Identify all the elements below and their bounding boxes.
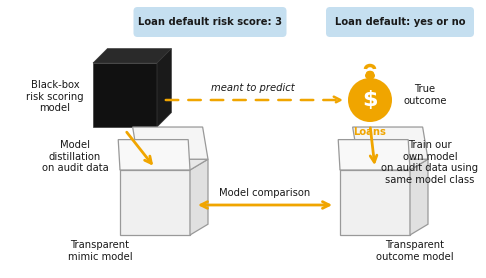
Text: Transparent
mimic model: Transparent mimic model	[68, 240, 132, 262]
Text: Transparent
outcome model: Transparent outcome model	[376, 240, 454, 262]
Text: Black-box
risk scoring
model: Black-box risk scoring model	[26, 80, 84, 113]
Polygon shape	[93, 49, 172, 63]
Text: Loans: Loans	[353, 127, 386, 137]
Polygon shape	[340, 159, 428, 170]
Polygon shape	[133, 127, 208, 159]
Text: Model
distillation
on audit data: Model distillation on audit data	[42, 140, 108, 173]
Text: Loan default: yes or no: Loan default: yes or no	[335, 17, 465, 27]
Text: Model comparison: Model comparison	[219, 188, 311, 198]
Text: Loan default risk score: 3: Loan default risk score: 3	[138, 17, 282, 27]
Polygon shape	[338, 140, 410, 170]
Polygon shape	[157, 49, 172, 127]
Polygon shape	[120, 170, 190, 235]
Ellipse shape	[366, 71, 374, 76]
Polygon shape	[120, 159, 208, 170]
Text: $: $	[362, 90, 378, 110]
FancyBboxPatch shape	[134, 7, 287, 37]
Ellipse shape	[365, 72, 375, 80]
Circle shape	[348, 78, 392, 122]
Text: meant to predict: meant to predict	[211, 83, 295, 93]
Polygon shape	[93, 63, 157, 127]
Polygon shape	[340, 170, 410, 235]
Polygon shape	[410, 159, 428, 235]
Text: True
outcome: True outcome	[403, 84, 447, 106]
Polygon shape	[190, 159, 208, 235]
FancyBboxPatch shape	[326, 7, 474, 37]
Polygon shape	[118, 140, 190, 170]
Polygon shape	[353, 127, 428, 159]
Text: Train our
own model
on audit data using
same model class: Train our own model on audit data using …	[382, 140, 479, 185]
